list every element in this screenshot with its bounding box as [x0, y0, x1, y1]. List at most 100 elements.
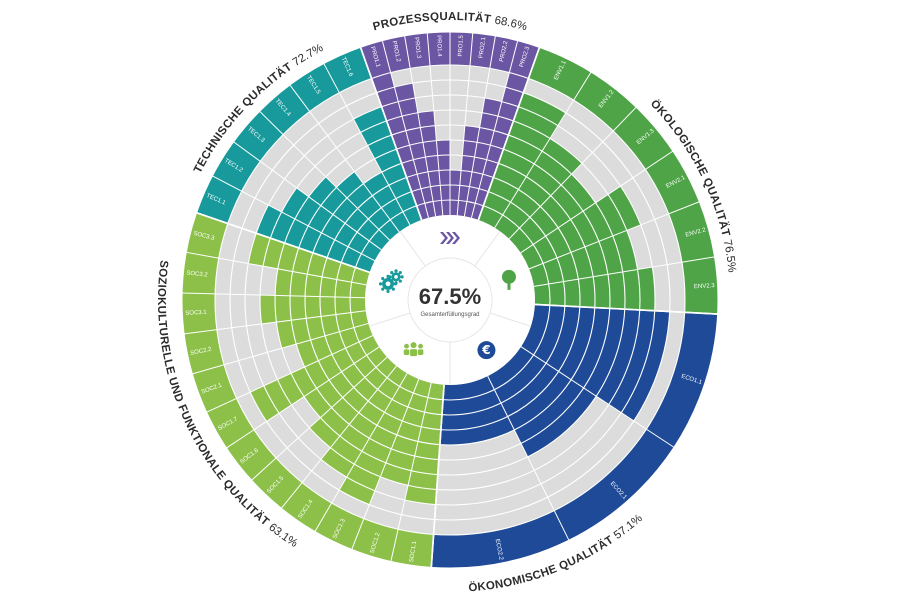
criterion-label-pro2-1: PRO2.1	[479, 36, 488, 59]
criterion-divider	[463, 35, 496, 217]
criterion-label-soc1-1: SOC1.1	[409, 540, 418, 563]
criterion-label-eco2-2: ECO2.2	[494, 539, 504, 562]
criterion-bar-pro2-3	[471, 72, 529, 220]
category-icons: €	[378, 232, 516, 360]
criterion-divider	[280, 365, 397, 509]
category-percent: 57.1%	[612, 512, 645, 541]
criterion-label-pro1-4: PRO1.4	[435, 35, 442, 57]
criterion-bar-soc2-2	[276, 310, 369, 349]
criterion-label-pro1-5: PRO1.5	[458, 34, 465, 56]
criterion-divider	[520, 150, 674, 254]
criterion-bar-soc1-7	[250, 335, 380, 422]
criterion-bar-tec1-6	[353, 106, 422, 226]
criterion-divider	[390, 382, 432, 562]
category-percent: 76.5%	[721, 239, 738, 273]
criterion-bar-tec1-2	[281, 187, 382, 261]
category-name: PROZESSQUALITÄT	[372, 11, 496, 33]
criterion-bar-pro1-3	[417, 110, 443, 217]
criterion-label-soc2-2: SOC2.2	[190, 347, 213, 357]
criterion-bar-env1-1	[478, 92, 566, 228]
criterion-bar-tec1-1	[256, 205, 375, 273]
criterion-label-soc3-3: SOC3.3	[193, 231, 216, 242]
criterion-bar-eco1-1	[521, 304, 670, 421]
criterion-label-soc3-2: SOC3.2	[186, 270, 209, 278]
criterion-divider	[323, 63, 411, 226]
category-ring-technische-qualit-t	[196, 47, 372, 224]
criterion-divider	[487, 375, 570, 541]
category-ring-soziokulturelle-und-funktionale-qualit-t	[182, 212, 434, 568]
criterion-divider	[233, 141, 382, 251]
chart-wedges	[181, 31, 719, 569]
hub-divider	[474, 230, 501, 267]
criterion-label-soc3-1: SOC3.1	[185, 310, 207, 317]
criterion-divider	[426, 32, 444, 216]
people-icon	[403, 342, 424, 357]
category-percent: 68.6%	[494, 15, 529, 34]
hub-divider	[489, 312, 531, 327]
criterion-divider	[528, 201, 700, 270]
criterion-divider	[182, 292, 366, 299]
criterion-divider	[533, 256, 715, 287]
svg-text:€: €	[481, 343, 490, 357]
euro-icon: €	[477, 341, 496, 360]
criterion-divider	[314, 373, 408, 532]
criterion-divider	[212, 175, 375, 262]
hub-divider	[399, 230, 426, 267]
criterion-bar-pro1-5	[450, 170, 462, 216]
criterion-bar-tec1-4	[336, 171, 400, 241]
category-percent: 63.1%	[266, 521, 299, 550]
criterion-bar-pro1-2	[394, 83, 436, 218]
criterion-bar-env2-1	[520, 186, 641, 269]
criterion-bar-soc1-5	[309, 357, 397, 448]
criterion-divider	[226, 346, 380, 449]
criterion-divider	[196, 211, 370, 274]
category-ring--kologische-qualit-t	[528, 47, 718, 315]
criterion-divider	[520, 346, 675, 448]
criterion-divider	[470, 40, 519, 218]
criterion-divider	[206, 335, 374, 413]
criterion-divider	[259, 110, 390, 241]
criterion-bar-soc1-2	[380, 379, 432, 486]
gears-icon	[378, 269, 404, 293]
tree-icon	[501, 269, 516, 290]
criterion-divider	[430, 384, 445, 568]
criterion-divider	[351, 378, 420, 550]
criterion-bar-env2-2	[529, 230, 638, 287]
arrows-icon	[440, 232, 460, 244]
criterion-label-env2-2: ENV2.2	[685, 227, 707, 238]
criterion-divider	[192, 322, 369, 375]
total-fulfillment-label: Gesamterfüllungsgrad	[420, 312, 479, 318]
criterion-label-pro1-2: PRO1.2	[391, 40, 402, 63]
criterion-divider	[508, 106, 637, 240]
criterion-bar-soc1-3	[339, 373, 419, 505]
criterion-divider	[381, 40, 430, 218]
category-ring--konomische-qualit-t	[431, 312, 718, 569]
criterion-bar-env1-3	[509, 174, 596, 253]
category-label-prozessqualit-t: PROZESSQUALITÄT 68.6%	[372, 11, 529, 33]
criterion-bar-soc2-1	[296, 323, 373, 367]
criterion-bar-tec1-5	[363, 172, 410, 232]
category-percent: 72.7%	[291, 42, 326, 69]
criterion-divider	[494, 71, 592, 228]
criterion-divider	[359, 47, 423, 221]
total-fulfillment-value: 67.5%	[419, 284, 481, 309]
criterion-label-pro2-2: PRO2.2	[499, 40, 510, 63]
criterion-bar-soc3-1	[260, 295, 366, 324]
criterion-divider	[477, 47, 541, 221]
hub-divider	[369, 312, 411, 327]
criterion-bar-soc1-4	[320, 366, 408, 478]
criterion-divider	[404, 35, 437, 217]
criterion-divider	[289, 84, 400, 233]
criterion-divider	[456, 32, 474, 216]
criterion-divider	[251, 356, 388, 481]
criterion-label-env2-3: ENV2.3	[694, 283, 716, 290]
criterion-bar-soc3-3	[248, 233, 370, 285]
criterion-label-pro1-3: PRO1.3	[413, 37, 422, 60]
criterion-bar-pro1-4	[436, 140, 450, 216]
criterion-divider	[186, 251, 367, 286]
criterion-bar-pro1-1	[371, 72, 429, 220]
criterion-divider	[184, 310, 366, 335]
center-hub	[365, 215, 535, 385]
criterion-divider	[534, 303, 718, 315]
